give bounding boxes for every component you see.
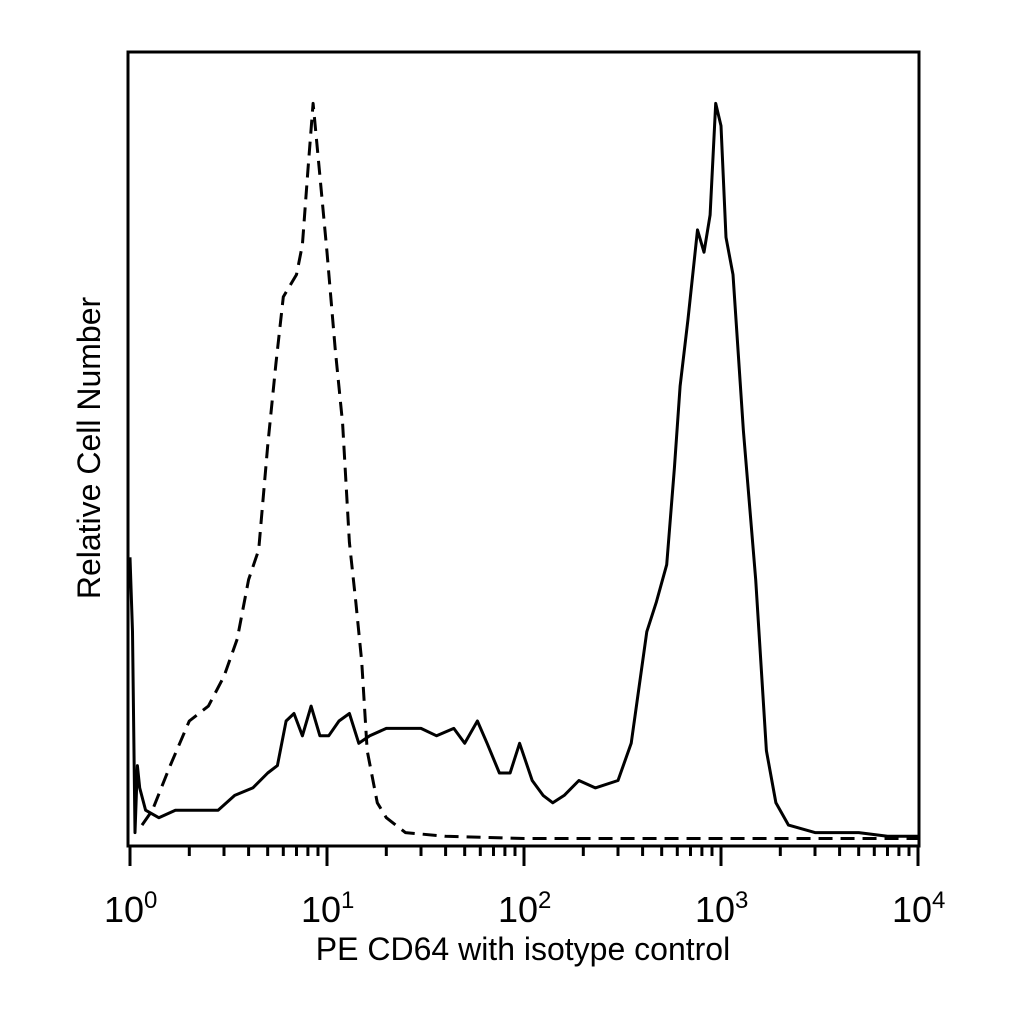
plot-frame: [126, 50, 921, 848]
x-tick-label: 100: [104, 887, 157, 930]
x-axis-title: PE CD64 with isotype control: [316, 931, 730, 967]
x-tick-label: 101: [301, 887, 354, 930]
solid-series-line: [128, 101, 918, 838]
series-layer: [128, 101, 918, 840]
y-axis-title: Relative Cell Number: [71, 296, 107, 599]
x-tick-label: 103: [695, 887, 748, 930]
x-axis-ticks: [128, 846, 920, 866]
x-tick-label: 102: [498, 887, 551, 930]
x-axis-tick-labels: 100 101 102 103 104: [104, 887, 945, 930]
x-tick-label: 104: [892, 887, 945, 930]
dashed-series-line: [140, 101, 918, 840]
